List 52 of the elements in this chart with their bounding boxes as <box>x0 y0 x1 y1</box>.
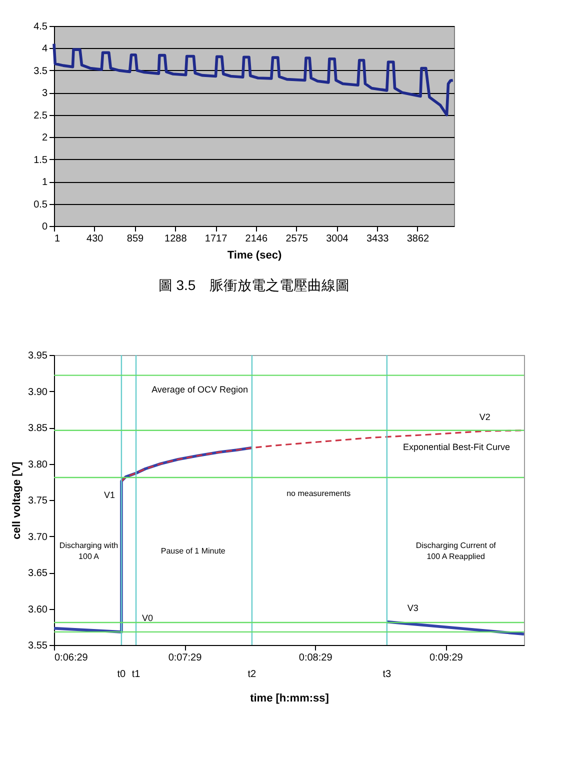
x-tick-label: 1288 <box>164 234 188 244</box>
annotation: Average of OCV Region <box>152 384 248 394</box>
ref-line-label: t3 <box>382 669 392 680</box>
y-tick-label: 3 <box>42 88 48 100</box>
y-tick-label: 3.5 <box>34 66 48 77</box>
y-tick-label: 4.5 <box>34 22 48 32</box>
ref-line-label: t0 <box>117 669 126 680</box>
x-tick-label: 3004 <box>326 234 349 244</box>
x-tick-label: 430 <box>86 234 104 244</box>
annotation: V0 <box>142 612 153 623</box>
annotation: Discharging with 100 A <box>59 540 118 561</box>
y-tick-label: 0 <box>42 222 48 232</box>
x-tick-label: 3862 <box>406 234 430 244</box>
annotation: V3 <box>407 602 418 613</box>
y-tick-label: 0.5 <box>34 199 48 210</box>
x-axis-title: time [h:mm:ss] <box>250 692 330 704</box>
annotation: V1 <box>104 490 115 500</box>
annotation: no measurements <box>286 489 351 498</box>
x-tick-label: 0:07:29 <box>168 652 202 664</box>
x-tick-label: 859 <box>126 234 144 244</box>
x-tick-label: 2575 <box>286 234 308 244</box>
y-tick-label: 3.55 <box>28 640 48 652</box>
y-tick-label: 3.75 <box>28 496 48 506</box>
y-tick-label: 1.5 <box>34 154 48 166</box>
x-tick-label: 1 <box>54 234 60 244</box>
y-tick-label: 3.80 <box>28 459 48 470</box>
y-axis-title: cell voltage [V] <box>11 461 24 540</box>
ref-line-label: t1 <box>132 669 141 680</box>
y-tick-label: 1 <box>42 177 48 188</box>
x-tick-label: 0:09:29 <box>429 652 464 664</box>
x-tick-label: 0:06:29 <box>54 652 88 664</box>
annotation: V2 <box>479 412 490 422</box>
y-tick-label: 4 <box>42 44 48 55</box>
annotation: Discharging Current of 100 A Reapplied <box>416 540 497 561</box>
y-tick-label: 3.65 <box>28 568 48 579</box>
y-tick-label: 3.70 <box>28 532 48 543</box>
y-tick-label: 3.85 <box>28 423 48 434</box>
annotation: Exponential Best-Fit Curve <box>402 442 510 452</box>
caption: 圖 3.5 脈衝放電之電壓曲線圖 <box>158 277 350 293</box>
x-axis-title: Time (sec) <box>227 250 282 262</box>
x-tick-label: 3433 <box>366 234 390 244</box>
y-tick-label: 3.60 <box>28 604 48 616</box>
x-tick-label: 2146 <box>245 234 268 244</box>
x-tick-label: 1717 <box>204 234 228 244</box>
y-tick-label: 2.5 <box>34 110 48 122</box>
line-series <box>52 42 454 116</box>
y-tick-label: 3.90 <box>28 386 48 398</box>
ref-line-label: t2 <box>248 669 257 680</box>
annotation: Pause of 1 Minute <box>160 546 226 556</box>
y-tick-label: 2 <box>42 132 48 144</box>
x-tick-label: 0:08:29 <box>298 652 333 664</box>
y-tick-label: 3.95 <box>28 350 48 362</box>
